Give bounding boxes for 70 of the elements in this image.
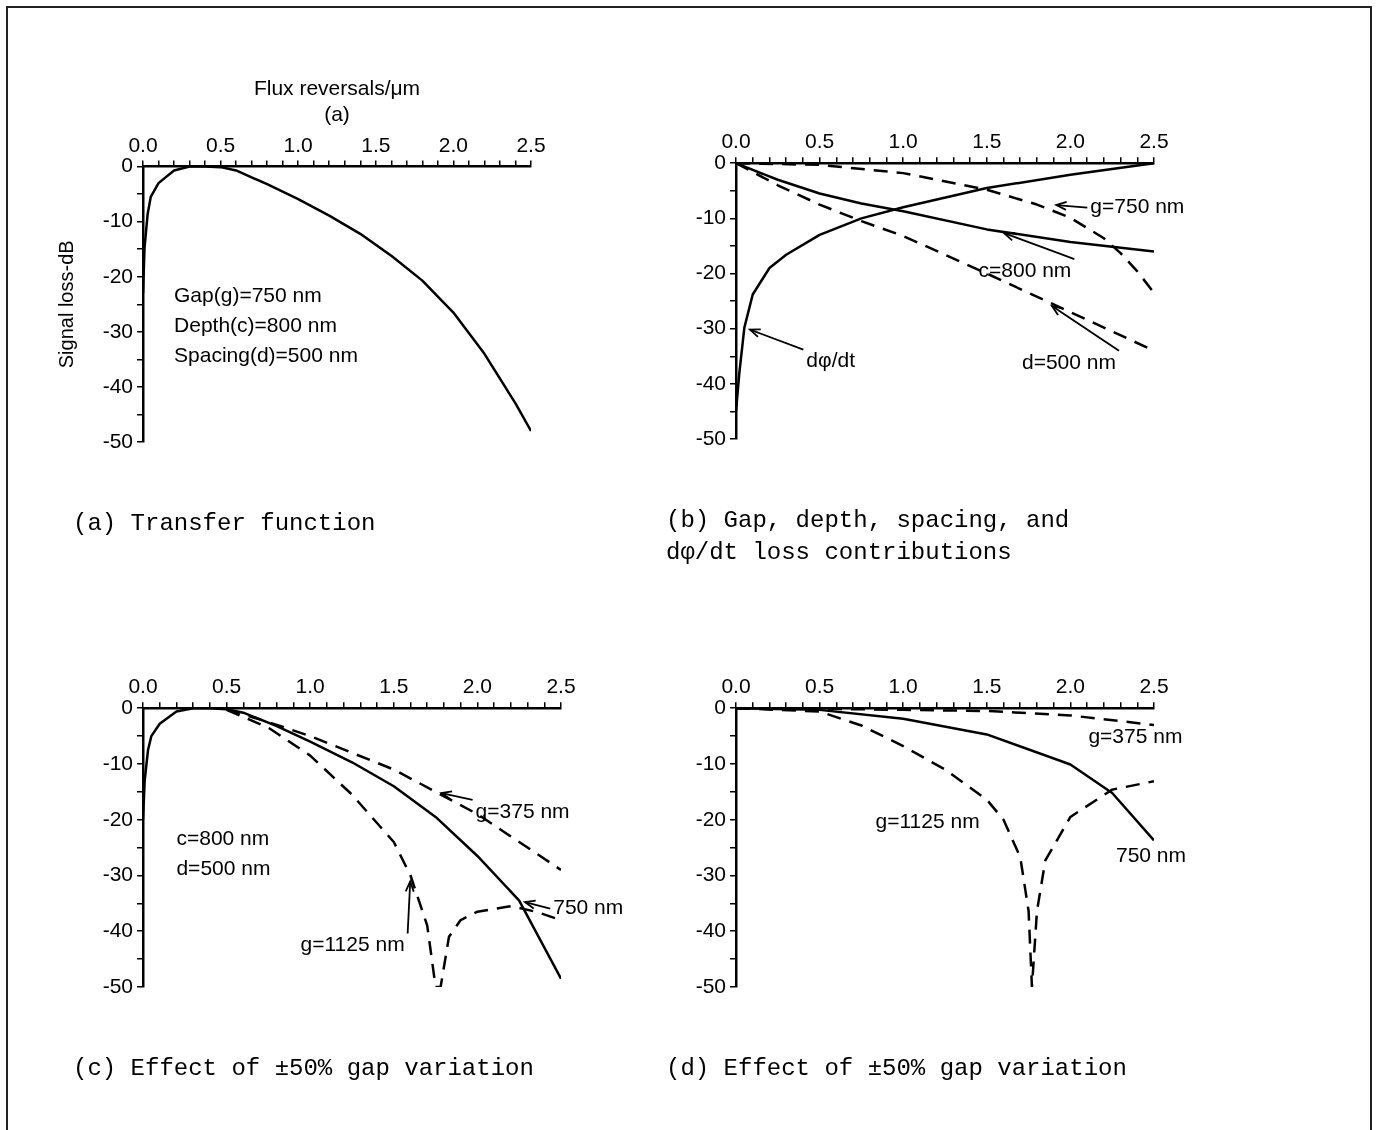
annotation: g=375 nm [1088,724,1183,748]
annotation: g=375 nm [475,798,570,822]
text: (a) Transfer function [73,510,376,537]
y-tick-label: -30 [102,862,133,886]
y-tick-label: -40 [695,370,726,394]
x-tick-label: 2.0 [1055,674,1085,698]
y-tick-label: -40 [695,918,726,942]
y-tick-label: -50 [695,973,726,997]
annotation: d=500 nm [176,856,271,880]
x-tick-label: 2.5 [1139,674,1169,698]
y-tick-label: -50 [695,425,726,449]
x-tick-label: 0.0 [128,674,158,698]
x-tick-label: 0.5 [206,132,236,156]
y-tick-label: -40 [102,918,133,942]
text: (d) Effect of ±50% gap variation [666,1055,1127,1082]
x-tick-label: 2.5 [516,132,546,156]
x-axis-title: Flux reversals/μm [253,76,421,100]
x-tick-label: 2.0 [1055,129,1085,153]
y-tick-label: 0 [714,695,726,718]
annotation: g=1125 nm [875,808,980,832]
y-tick-label: -30 [102,318,133,342]
x-tick-label: 2.0 [462,674,492,698]
x-tick-label: 1.0 [888,674,918,698]
y-tick-label: 0 [121,695,133,718]
y-tick-label: -10 [102,208,133,232]
x-tick-label: 0.5 [805,674,835,698]
y-tick-label: -50 [102,428,133,452]
y-tick-label: -20 [102,806,133,830]
annotation: 750 nm [553,895,624,919]
y-tick-label: -10 [695,750,726,774]
y-tick-label: 0 [121,153,133,177]
y-tick-label: -30 [695,862,726,886]
y-axis-title: Signal loss-dB [54,240,77,369]
x-tick-label: 1.5 [972,129,1002,153]
x-tick-label: 2.5 [546,674,576,698]
text: (b) Gap, depth, spacing, and dφ/dt loss contributions [666,507,1070,566]
y-tick-label: -10 [102,750,133,774]
annotation: d=500 nm [1021,349,1116,373]
annotation: c=800 nm [176,826,270,850]
y-tick-label: -20 [695,260,726,284]
y-tick-label: -50 [102,973,133,997]
annotation: c=800 nm [978,257,1072,281]
x-tick-label: 0.0 [128,132,158,156]
x-tick-label: 2.0 [438,132,468,156]
annotation: g=1125 nm [300,932,405,956]
annotation: Spacing(d)=500 nm [174,342,358,366]
annotation: Gap(g)=750 nm [174,282,322,306]
x-tick-label: 1.5 [361,132,391,156]
text: (c) Effect of ±50% gap variation [73,1055,534,1082]
x-tick-label: 1.0 [283,132,313,156]
x-tick-label: 0.5 [212,674,242,698]
x-tick-label: 0.5 [805,129,835,153]
annotation: 750 nm [1116,843,1187,867]
annotation: g=750 nm [1090,194,1185,218]
y-tick-label: 0 [714,150,726,173]
annotation: Depth(c)=800 nm [174,312,337,336]
y-tick-label: -30 [695,315,726,339]
x-tick-label: 1.0 [888,129,918,153]
y-tick-label: -20 [102,263,133,287]
chart-subtitle: (a) [324,101,350,125]
y-tick-label: -40 [102,373,133,397]
x-tick-label: 1.5 [379,674,409,698]
x-tick-label: 2.5 [1139,129,1169,153]
y-tick-label: -20 [695,806,726,830]
x-tick-label: 0.0 [721,129,751,153]
annotation: dφ/dt [806,348,856,372]
y-tick-label: -10 [695,205,726,229]
x-tick-label: 1.5 [972,674,1002,698]
x-tick-label: 1.0 [295,674,325,698]
x-tick-label: 0.0 [721,674,751,698]
